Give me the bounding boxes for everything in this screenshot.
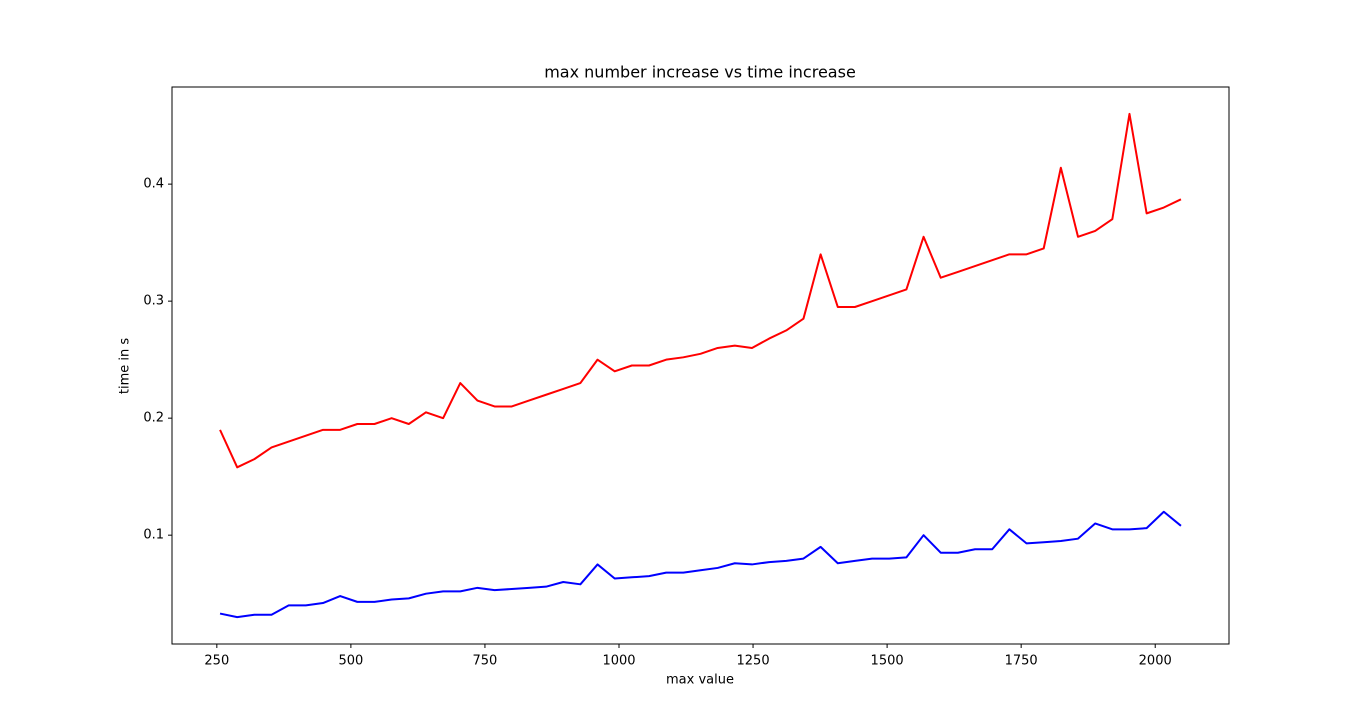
chart-title: max number increase vs time increase xyxy=(544,63,856,82)
y-axis-label: time in s xyxy=(118,338,133,394)
plot-frame xyxy=(171,86,1230,645)
x-tick-label: 250 xyxy=(204,654,229,669)
y-tick-label: 0.4 xyxy=(143,177,164,192)
line-series xyxy=(219,112,1182,469)
x-tick-label: 1250 xyxy=(737,654,770,669)
line-series xyxy=(219,510,1182,619)
x-tick-label: 2000 xyxy=(1139,654,1172,669)
x-tick-label: 500 xyxy=(338,654,363,669)
y-tick-label: 0.1 xyxy=(143,528,164,543)
x-tick-label: 1500 xyxy=(871,654,904,669)
x-tick-label: 750 xyxy=(473,654,498,669)
y-tick-label: 0.2 xyxy=(143,411,164,426)
x-tick-label: 1000 xyxy=(602,654,635,669)
x-axis-label: max value xyxy=(666,673,734,688)
y-tick-label: 0.3 xyxy=(143,294,164,309)
x-tick-label: 1750 xyxy=(1005,654,1038,669)
